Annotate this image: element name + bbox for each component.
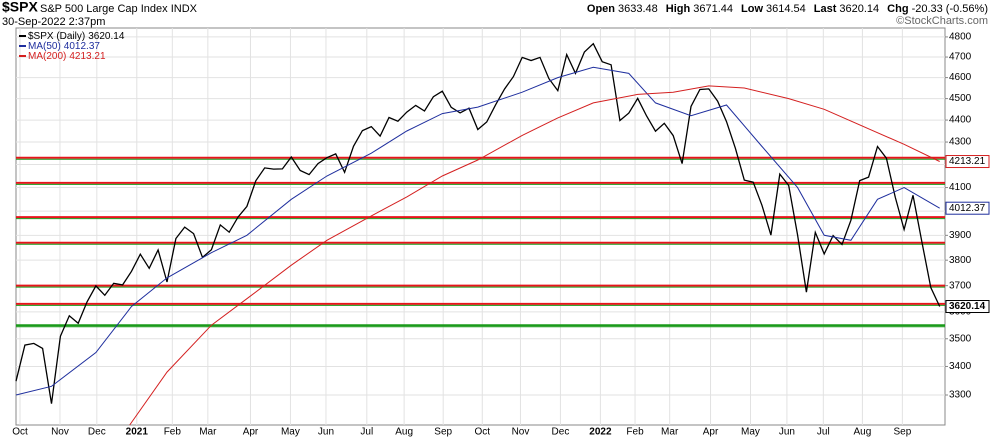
last-value-label: 4213.21	[949, 156, 986, 167]
quote-value: 3620.14	[839, 3, 879, 15]
x-tick-label: Apr	[243, 427, 259, 438]
x-tick-label: Jul	[817, 427, 830, 438]
symbol: $SPX	[2, 0, 38, 15]
y-tick-label: 4600	[949, 72, 972, 83]
y-tick-label: 3900	[949, 230, 972, 241]
x-tick-label: Aug	[854, 427, 872, 438]
last-value-label: 4012.37	[949, 203, 986, 214]
quote-label: Open	[587, 3, 615, 15]
series-line	[15, 42, 941, 404]
last-value-box	[945, 300, 990, 314]
series-line	[129, 85, 940, 426]
legend-name: MA(50)	[28, 41, 61, 52]
quote-label: Low	[741, 3, 763, 15]
legend-entry: $SPX (Daily) 3620.14	[28, 31, 125, 42]
y-tick-label: 4700	[949, 52, 972, 63]
y-tick-label: 4400	[949, 115, 972, 126]
x-tick-label: May	[741, 427, 760, 438]
x-tick-label: Apr	[703, 427, 719, 438]
last-value-label: 3620.14	[949, 301, 986, 312]
x-tick-label: Feb	[164, 427, 182, 438]
quote-label: High	[666, 3, 691, 15]
x-tick-label: Dec	[552, 427, 570, 438]
legend-name: $SPX (Daily)	[28, 31, 85, 42]
y-tick-label: 4100	[949, 182, 972, 193]
legend-name: MA(200)	[28, 51, 66, 62]
legend-value: 4012.37	[64, 41, 101, 52]
x-tick-label: Oct	[12, 427, 28, 438]
legend-value: 3620.14	[88, 31, 125, 42]
x-tick-label: Jun	[779, 427, 795, 438]
y-tick-label: 3500	[949, 333, 972, 344]
x-tick-label: Sep	[893, 427, 911, 438]
quote-label: Last	[814, 3, 837, 15]
series-line	[15, 66, 940, 396]
x-tick-label: Oct	[474, 427, 490, 438]
x-tick-label: May	[281, 427, 300, 438]
x-tick-label: Jun	[318, 427, 334, 438]
watermark: ©StockCharts.com	[896, 15, 988, 27]
last-value-box	[945, 201, 990, 215]
legend-value: 4213.21	[69, 51, 106, 62]
x-tick-label: Sep	[434, 427, 452, 438]
title: S&P 500 Large Cap Index INDX	[40, 3, 198, 15]
y-tick-label: 4800	[949, 32, 972, 43]
x-tick-label: Mar	[661, 427, 679, 438]
x-tick-label: 2022	[589, 427, 612, 438]
legend-entry: MA(50) 4012.37	[28, 41, 100, 52]
x-tick-label: Nov	[51, 427, 69, 438]
quote-value: -20.33 (-0.56%)	[912, 3, 988, 15]
x-tick-label: Nov	[512, 427, 530, 438]
x-tick-label: Dec	[88, 427, 106, 438]
x-tick-label: Feb	[626, 427, 644, 438]
y-tick-label: 4300	[949, 137, 972, 148]
legend-entry: MA(200) 4213.21	[28, 51, 106, 62]
quote: Open 3633.48 High 3671.44 Low 3614.54 Last 3620…	[587, 3, 988, 15]
x-tick-label: 2021	[126, 427, 149, 438]
y-tick-label: 3700	[949, 280, 972, 291]
y-tick-label: 3800	[949, 255, 972, 266]
quote-value: 3671.44	[693, 3, 733, 15]
quote-value: 3614.54	[766, 3, 806, 15]
y-tick-label: 3400	[949, 361, 972, 372]
x-tick-label: Aug	[395, 427, 413, 438]
x-tick-label: Mar	[199, 427, 217, 438]
last-value-box	[945, 155, 990, 169]
y-tick-label: 4500	[949, 93, 972, 104]
quote-value: 3633.48	[618, 3, 658, 15]
y-tick-label: 3300	[949, 390, 972, 401]
x-tick-label: Jul	[360, 427, 373, 438]
quote-label: Chg	[887, 3, 908, 15]
plot-frame	[15, 27, 946, 426]
date: 30-Sep-2022 2:37pm	[2, 16, 105, 28]
